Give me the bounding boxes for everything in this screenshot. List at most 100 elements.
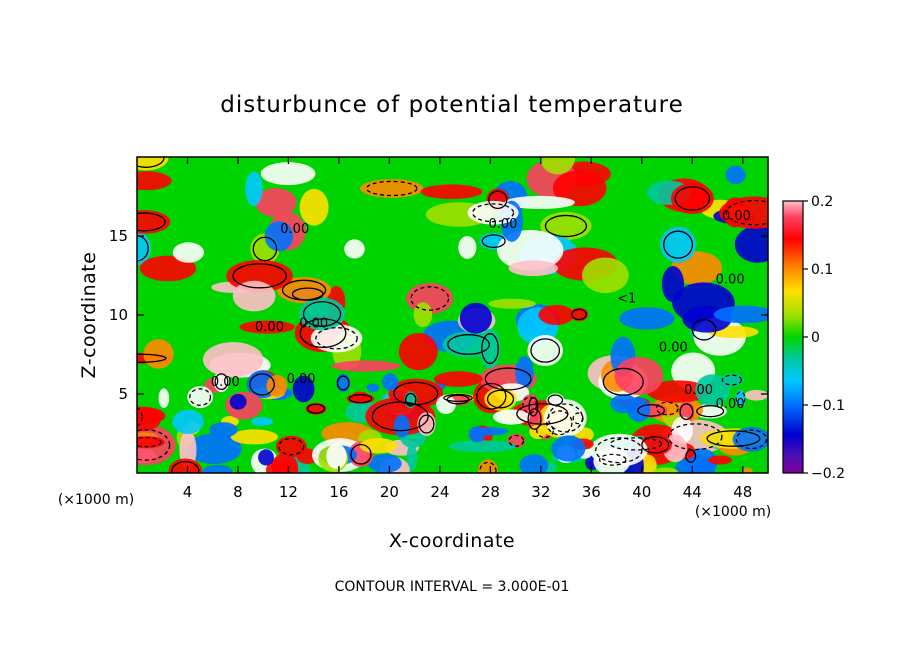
contour-loop: [674, 186, 711, 211]
field-patch: [734, 226, 768, 263]
contour-loop: [137, 408, 143, 426]
field-patch: [619, 307, 675, 330]
colorbar-ticks: 0.2 0.1 0 −0.1 −0.2: [803, 194, 845, 482]
contour-loop: [609, 437, 663, 451]
field-patch: [359, 438, 398, 454]
field-patch: [582, 257, 629, 294]
field-patch: [420, 184, 483, 200]
field-patch: [448, 440, 517, 453]
field-patch: [326, 443, 347, 469]
contour-loop: [522, 396, 538, 414]
contour-labels: 0.00 0.000.000.000.00 0.000.000.000.000.00…: [211, 209, 751, 412]
x-tick-label: 12: [279, 483, 298, 501]
field-patch: [436, 395, 456, 415]
field-patch: [670, 182, 714, 215]
field-patch: [467, 200, 519, 225]
contour-loop: [481, 333, 499, 365]
field-patch: [299, 188, 329, 226]
field-patch: [725, 165, 746, 185]
contour-label: 0.00: [716, 272, 745, 287]
field-patch: [614, 356, 664, 396]
field-patch: [202, 464, 233, 473]
colorbar: [782, 200, 804, 474]
contour-loop: [696, 405, 725, 418]
contour-loop: [447, 334, 490, 355]
field-patch: [488, 298, 536, 309]
field-patch: [366, 383, 380, 392]
field-patch: [504, 195, 575, 210]
field-patch: [527, 335, 563, 366]
contour-loop: [278, 437, 305, 456]
field-patch: [538, 304, 574, 325]
field-patch: [232, 280, 276, 312]
contour-loop: [685, 449, 697, 463]
field-patch: [230, 429, 278, 445]
contour-loop: [598, 453, 627, 466]
contour-loop: [484, 367, 532, 391]
colorbar-tick-label: 0.2: [811, 194, 833, 210]
x-tick-label: 28: [481, 483, 500, 501]
contour-loop: [350, 443, 372, 465]
contour-label: 0.00: [211, 375, 240, 390]
field-patch: [255, 188, 297, 218]
field-patch: [292, 375, 315, 403]
field-patch: [393, 414, 410, 438]
contour-loop: [508, 434, 525, 447]
contour-loop: [365, 180, 418, 197]
x-unit-label: (×1000 m): [695, 504, 771, 520]
contour-loop: [735, 429, 768, 450]
contour-loop: [371, 401, 429, 432]
contour-loop: [404, 392, 417, 407]
field-patch: [398, 332, 438, 371]
field-patch: [515, 356, 534, 389]
field-patch: [368, 454, 402, 473]
field-patch: [158, 388, 170, 408]
field-patch: [459, 302, 493, 334]
contour-loop: [481, 234, 506, 249]
field-patch: [508, 260, 559, 277]
contour-loop: [547, 403, 584, 433]
contour-loop: [410, 286, 450, 311]
contour-loop: [137, 429, 171, 461]
y-axis-label: Z-coordinate: [78, 252, 100, 379]
x-tick-label: 24: [430, 483, 449, 501]
contour-loop: [655, 401, 679, 416]
contour-label: 0.00: [722, 209, 751, 224]
x-tick-label: 32: [531, 483, 550, 501]
contour-loop: [735, 391, 746, 406]
field-patch: [529, 424, 547, 440]
contour-label: 0.00: [287, 372, 316, 387]
field-patch: [168, 458, 203, 473]
x-axis: 4 8 12 16 20 24 28 32 36 40 44 48: [183, 157, 752, 501]
field-patch: [627, 397, 651, 422]
x-tick-label: 36: [582, 483, 601, 501]
contour-loop: [189, 388, 212, 406]
contour-loop: [302, 301, 342, 327]
field-patch: [646, 380, 710, 403]
contour-loop: [472, 203, 515, 223]
field-patch: [540, 157, 576, 175]
contour-loop: [602, 367, 644, 396]
contour-loop: [249, 373, 275, 396]
field-patch: [741, 467, 753, 473]
contour-loop: [663, 230, 694, 259]
field-patch: [468, 426, 486, 443]
contour-loop: [721, 374, 743, 386]
field-patch: [264, 221, 294, 252]
field-patch: [744, 389, 768, 401]
field-patch: [433, 371, 483, 387]
contour-loop: [516, 403, 569, 425]
contour-label: 0.00: [255, 320, 284, 335]
contour-loop: [281, 279, 327, 301]
x-tick-label: 48: [733, 483, 752, 501]
contour-interval-note: CONTOUR INTERVAL = 3.000E-01: [335, 579, 570, 595]
field-patch: [382, 373, 399, 391]
field-patch: [417, 412, 436, 437]
colorbar-tick-label: 0.1: [811, 262, 833, 278]
field-patch: [413, 302, 433, 328]
colorbar-tick-label: 0: [811, 330, 820, 346]
field-patch: [551, 435, 586, 462]
field-patch: [344, 239, 365, 259]
field-patch: [708, 455, 733, 465]
y-tick-label: 5: [118, 385, 128, 403]
